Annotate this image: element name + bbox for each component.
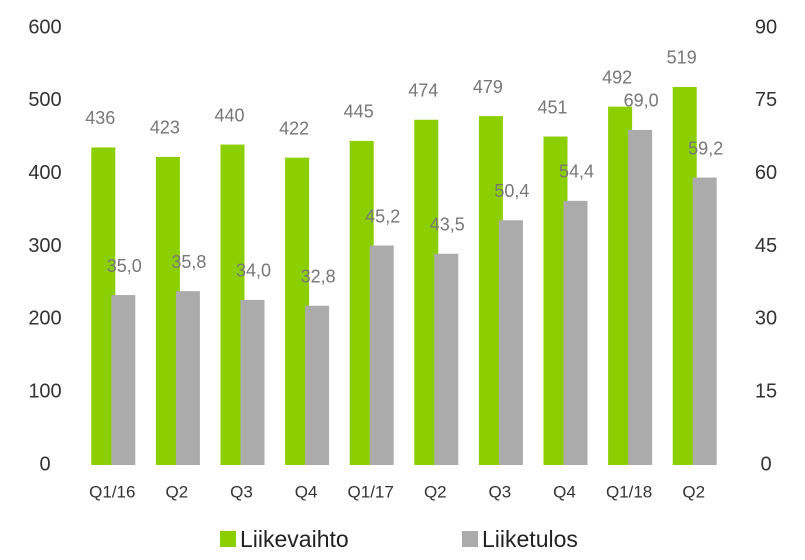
bar	[563, 200, 588, 465]
data-label: 474	[408, 81, 438, 101]
bar	[434, 253, 459, 465]
x-tick-label: Q1/17	[348, 482, 394, 501]
bar	[369, 245, 394, 465]
data-label: 45,2	[365, 206, 400, 226]
legend-swatch	[220, 531, 236, 547]
y-tick-label: 100	[28, 380, 61, 402]
x-tick-label: Q4	[553, 482, 576, 501]
x-tick-label: Q1/18	[606, 482, 652, 501]
y2-tick-label: 45	[755, 235, 777, 257]
data-label: 451	[537, 97, 567, 117]
bar	[628, 129, 653, 465]
x-tick-label: Q2	[424, 482, 447, 501]
data-label: 69,0	[624, 91, 659, 111]
x-tick-label: Q1/16	[89, 482, 135, 501]
data-label: 492	[602, 67, 632, 87]
data-label: 50,4	[494, 181, 529, 201]
bar	[305, 305, 330, 465]
x-tick-label: Q2	[682, 482, 705, 501]
data-label: 423	[150, 118, 180, 138]
x-tick-label: Q4	[295, 482, 318, 501]
x-tick-label: Q3	[489, 482, 512, 501]
data-label: 59,2	[688, 138, 723, 158]
y2-tick-label: 15	[755, 380, 777, 402]
y-tick-label: 400	[28, 162, 61, 184]
y2-tick-label: 0	[760, 453, 771, 475]
bar	[175, 291, 200, 465]
legend-label: Liikevaihto	[240, 526, 349, 552]
data-label: 32,8	[301, 266, 336, 286]
data-label: 43,5	[430, 215, 465, 235]
data-label: 440	[214, 105, 244, 125]
y-tick-label: 0	[39, 453, 50, 475]
data-label: 54,4	[559, 162, 594, 182]
data-label: 445	[344, 102, 374, 122]
data-label: 35,0	[107, 256, 142, 276]
y-tick-label: 200	[28, 308, 61, 330]
data-label: 436	[85, 108, 115, 128]
data-label: 34,0	[236, 261, 271, 281]
x-tick-label: Q3	[230, 482, 253, 501]
y-tick-label: 600	[28, 16, 61, 38]
data-label: 519	[667, 48, 697, 68]
y2-tick-label: 75	[755, 89, 777, 111]
y2-tick-label: 30	[755, 308, 777, 330]
y2-tick-label: 60	[755, 162, 777, 184]
y-tick-label: 500	[28, 89, 61, 111]
legend-label: Liiketulos	[482, 526, 578, 552]
legend-swatch	[462, 531, 478, 547]
data-label: 422	[279, 118, 309, 138]
bar	[111, 295, 136, 465]
x-tick-label: Q2	[166, 482, 189, 501]
data-label: 479	[473, 77, 503, 97]
bar	[240, 299, 265, 465]
bar	[692, 177, 717, 465]
data-label: 35,8	[171, 252, 206, 272]
y-tick-label: 300	[28, 235, 61, 257]
bar	[498, 220, 523, 465]
y2-tick-label: 90	[755, 16, 777, 38]
